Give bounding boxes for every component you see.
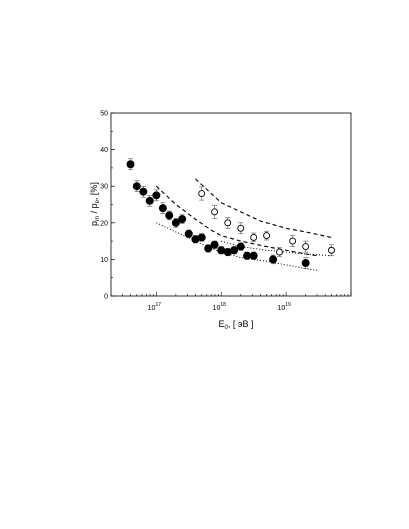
open-data-point [276, 247, 283, 257]
marker [276, 248, 283, 256]
y-axis-label: pm / pe, [%] [89, 182, 101, 226]
filled-data-point [178, 214, 187, 224]
filled-data-point [165, 210, 174, 221]
marker [198, 190, 206, 197]
marker [263, 232, 271, 240]
open-data-point [302, 240, 310, 253]
fit-curves [155, 178, 332, 271]
marker [165, 211, 174, 220]
marker [328, 246, 335, 254]
filled-data-point [204, 244, 213, 253]
marker [243, 251, 252, 260]
marker [237, 224, 245, 232]
open-data-point [224, 217, 232, 229]
plot-frame [110, 112, 352, 297]
dashed-fit-curve [155, 185, 318, 257]
marker [230, 246, 239, 255]
marker [145, 196, 154, 205]
filled-data-point [132, 180, 141, 192]
marker [217, 246, 226, 255]
marker [152, 191, 161, 200]
filled-data-point [210, 240, 219, 249]
filled-data-point [126, 158, 135, 171]
open-data-point [289, 235, 297, 247]
marker [126, 160, 135, 169]
y-tick-label: 40 [100, 147, 108, 154]
marker [236, 242, 245, 251]
dotted-fit-curve [156, 222, 318, 271]
marker [191, 235, 200, 244]
open-data-point [211, 204, 219, 219]
dashed-fit-curve [195, 178, 332, 238]
y-tick-label: 10 [100, 257, 108, 264]
x-axis-label: E0, [ эВ ] [219, 319, 254, 331]
x-axis: 1017 1018 1019 [110, 292, 352, 312]
data-points [126, 158, 335, 269]
marker [204, 244, 213, 253]
plot-border [110, 112, 352, 297]
x-tick-label: 1018 [213, 302, 227, 312]
marker [289, 237, 297, 245]
y-tick-label: 20 [100, 220, 108, 227]
open-data-point [263, 230, 271, 241]
marker [269, 255, 278, 264]
filled-data-point [217, 246, 226, 255]
filled-data-point [236, 242, 245, 251]
filled-data-point [197, 233, 206, 242]
y-tick-label: 30 [100, 184, 108, 191]
filled-data-point [223, 248, 232, 257]
marker [211, 208, 219, 216]
filled-data-point [152, 189, 161, 202]
marker [178, 215, 187, 224]
y-tick-label: 50 [100, 111, 108, 118]
y-axis: 0 10 20 30 40 50 [100, 111, 115, 301]
marker [139, 187, 148, 196]
open-data-point [198, 186, 206, 201]
x-tick-label: 1019 [277, 302, 291, 312]
filled-data-point [301, 257, 310, 269]
filled-data-point [171, 218, 180, 228]
marker [302, 243, 310, 251]
filled-data-point [249, 251, 258, 260]
filled-data-point [184, 229, 193, 238]
filled-data-point [269, 254, 278, 265]
marker [223, 248, 232, 257]
marker [197, 233, 206, 242]
open-data-point [328, 244, 335, 257]
marker [158, 204, 167, 213]
open-data-point [250, 232, 258, 243]
filled-data-point [139, 185, 148, 198]
filled-data-point [230, 246, 239, 255]
marker [250, 233, 258, 241]
filled-data-point [145, 195, 154, 207]
open-data-point [237, 222, 245, 235]
filled-data-point [191, 235, 200, 244]
filled-data-point [158, 202, 167, 214]
marker [184, 229, 193, 238]
marker [210, 240, 219, 249]
marker [171, 218, 180, 227]
marker [249, 251, 258, 260]
marker [224, 219, 232, 227]
x-tick-label: 1017 [148, 302, 162, 312]
marker [301, 259, 310, 268]
filled-data-point [243, 251, 252, 260]
y-tick-label: 0 [104, 294, 108, 301]
marker [132, 182, 141, 191]
